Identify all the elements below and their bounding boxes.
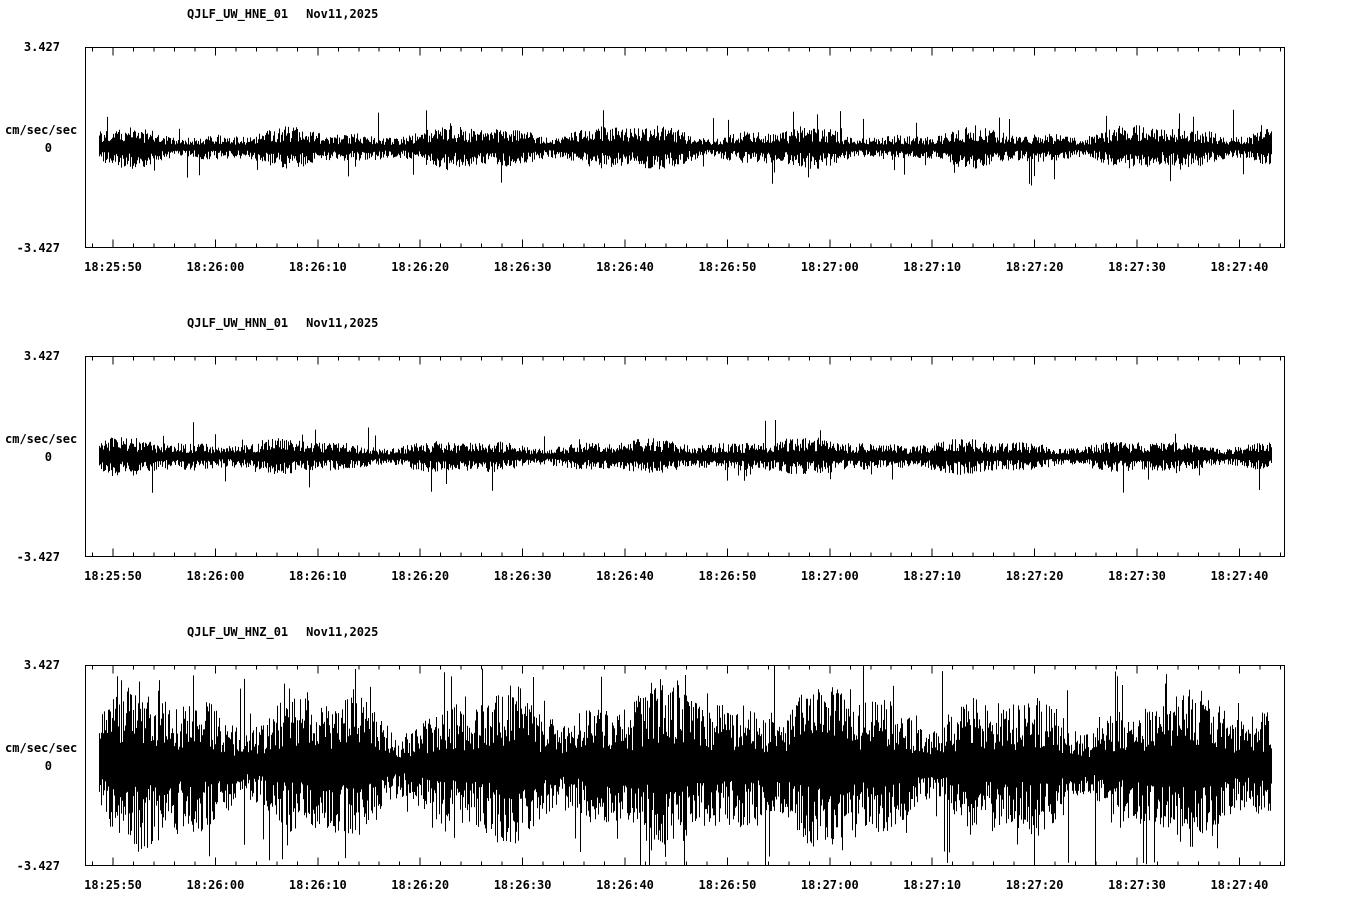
x-axis-tick-label: 18:26:40: [596, 260, 654, 274]
plot-frame: [85, 356, 1285, 557]
y-axis-zero-label: 0: [44, 759, 52, 773]
y-axis-max-label: 3.427: [23, 40, 60, 54]
x-axis-tick-label: 18:26:10: [288, 878, 347, 892]
x-axis-tick-label: 18:27:00: [800, 260, 859, 274]
y-axis-min-label: -3.427: [16, 550, 60, 564]
axis-ticks: [92, 356, 1281, 557]
date-label: Nov11,2025: [306, 625, 379, 639]
waveform-trace: [99, 109, 1272, 186]
amplitude-units-label: cm/sec/sec: [5, 123, 78, 137]
x-axis-labels: 18:25:50 18:26:00 18:26:10 18:26:20 18:26:30…: [84, 569, 1285, 585]
seismogram-panel-hnn: QJLF_UW_HNN_01 Nov11,2025 3.427 cm/sec/se…: [0, 309, 1358, 609]
date-label: Nov11,2025: [306, 316, 379, 330]
seismogram-panel-hnz: QJLF_UW_HNZ_01 Nov11,2025 3.427 cm/sec/se…: [0, 618, 1358, 918]
date-label: Nov11,2025: [306, 7, 379, 21]
x-axis-tick-label: 18:27:40: [1210, 569, 1269, 583]
x-axis-tick-label: 18:27:20: [1005, 878, 1064, 892]
x-axis-tick-label: 18:26:30: [493, 260, 552, 274]
plot-frame: [85, 47, 1285, 248]
amplitude-units-label: cm/sec/sec: [5, 741, 78, 755]
x-axis-labels: 18:25:50 18:26:00 18:26:10 18:26:20 18:26:30…: [84, 260, 1285, 276]
x-axis-tick-label: 18:25:50: [84, 878, 142, 892]
x-axis-tick-label: 18:27:40: [1210, 260, 1269, 274]
waveform-trace: [99, 665, 1272, 866]
x-axis-tick-label: 18:26:10: [288, 569, 347, 583]
x-axis-tick-label: 18:27:30: [1108, 569, 1166, 583]
x-axis-tick-label: 18:25:50: [84, 569, 142, 583]
seismogram-panel-hne: QJLF_UW_HNE_01 Nov11,2025 3.427 cm/sec/se…: [0, 0, 1358, 300]
x-axis-tick-label: 18:26:40: [596, 569, 654, 583]
x-axis-tick-label: 18:26:00: [186, 878, 245, 892]
x-axis-tick-label: 18:26:00: [186, 260, 245, 274]
x-axis-tick-label: 18:27:40: [1210, 878, 1269, 892]
panel-title: QJLF_UW_HNE_01 Nov11,2025: [187, 7, 378, 21]
waveform-plot-frame: [85, 665, 1285, 866]
x-axis-tick-label: 18:26:20: [391, 569, 450, 583]
x-axis-tick-label: 18:25:50: [84, 260, 142, 274]
waveform-svg: [85, 356, 1285, 557]
x-axis-tick-label: 18:26:30: [493, 878, 552, 892]
x-axis-tick-label: 18:27:20: [1005, 260, 1064, 274]
plot-frame: [85, 665, 1285, 866]
y-axis-max-label: 3.427: [23, 349, 60, 363]
axis-ticks: [92, 665, 1281, 866]
waveform-svg: [85, 665, 1285, 866]
waveform-plot-frame: [85, 47, 1285, 248]
panel-title: QJLF_UW_HNZ_01 Nov11,2025: [187, 625, 378, 639]
waveform-svg: [85, 47, 1285, 248]
x-axis-tick-label: 18:27:00: [800, 569, 859, 583]
x-axis-tick-label: 18:26:20: [391, 878, 450, 892]
amplitude-units-label: cm/sec/sec: [5, 432, 78, 446]
x-axis-tick-label: 18:27:30: [1108, 260, 1166, 274]
x-axis-tick-label: 18:27:10: [903, 569, 962, 583]
panel-title: QJLF_UW_HNN_01 Nov11,2025: [187, 316, 378, 330]
x-axis-tick-label: 18:26:00: [186, 569, 245, 583]
channel-id-label: QJLF_UW_HNN_01: [187, 316, 289, 330]
y-axis-min-label: -3.427: [16, 241, 60, 255]
x-axis-tick-label: 18:26:50: [698, 878, 757, 892]
x-axis-tick-label: 18:27:20: [1005, 569, 1064, 583]
y-axis-zero-label: 0: [44, 450, 52, 464]
x-axis-tick-label: 18:26:50: [698, 569, 757, 583]
x-axis-tick-label: 18:26:40: [596, 878, 654, 892]
x-axis-labels: 18:25:50 18:26:00 18:26:10 18:26:20 18:26:30…: [84, 878, 1285, 894]
x-axis-tick-label: 18:27:00: [800, 878, 859, 892]
x-axis-tick-label: 18:26:50: [698, 260, 757, 274]
channel-id-label: QJLF_UW_HNZ_01: [187, 625, 289, 639]
x-axis-tick-label: 18:27:10: [903, 878, 962, 892]
x-axis-tick-label: 18:26:20: [391, 260, 450, 274]
x-axis-tick-label: 18:26:10: [288, 260, 347, 274]
axis-ticks: [92, 47, 1281, 248]
y-axis-max-label: 3.427: [23, 658, 60, 672]
x-axis-tick-label: 18:27:30: [1108, 878, 1166, 892]
x-axis-tick-label: 18:26:30: [493, 569, 552, 583]
waveform-plot-frame: [85, 356, 1285, 557]
y-axis-zero-label: 0: [44, 141, 52, 155]
waveform-trace: [99, 420, 1272, 493]
y-axis-min-label: -3.427: [16, 859, 60, 873]
channel-id-label: QJLF_UW_HNE_01: [187, 7, 289, 21]
x-axis-tick-label: 18:27:10: [903, 260, 962, 274]
